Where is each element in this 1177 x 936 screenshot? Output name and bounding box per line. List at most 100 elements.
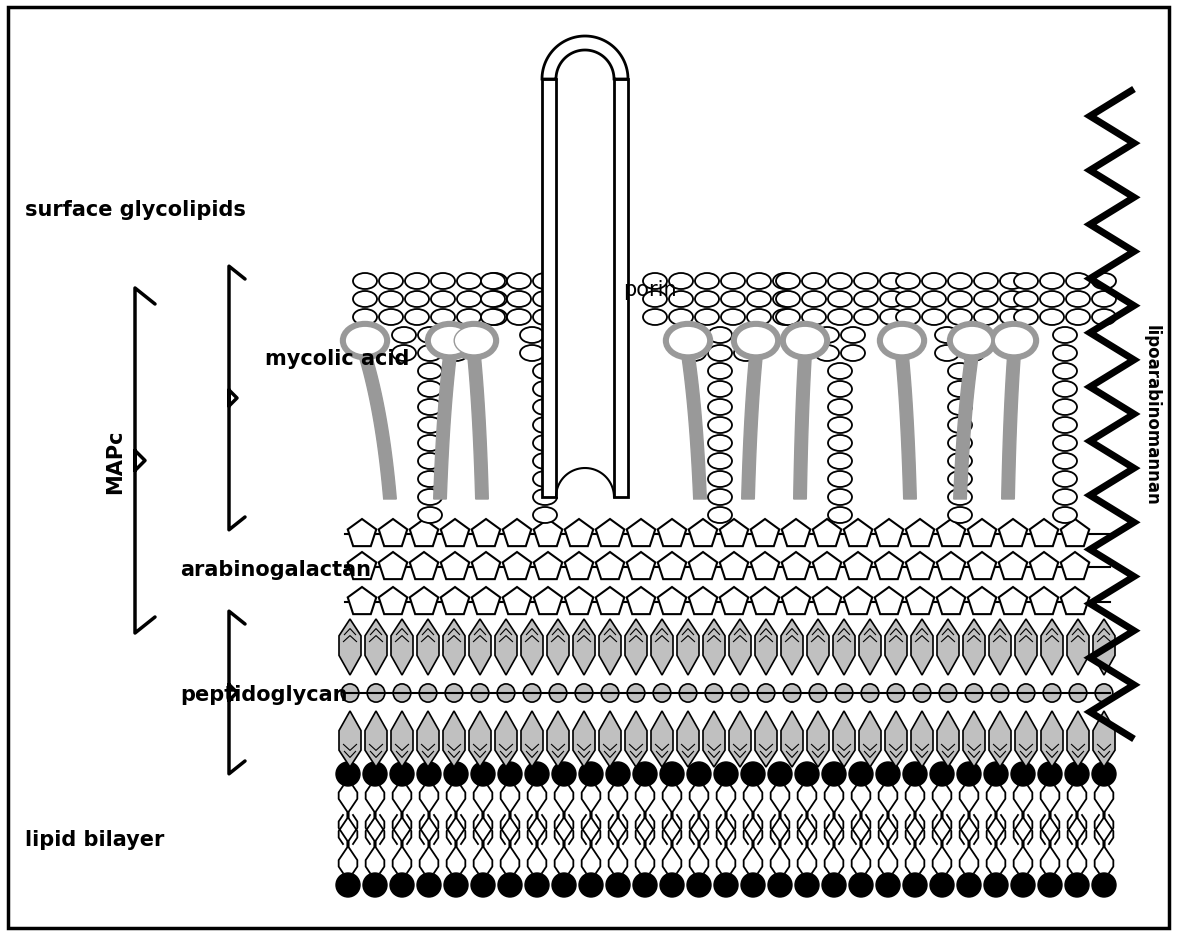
Ellipse shape [935,328,959,344]
Ellipse shape [1000,310,1024,326]
Ellipse shape [1015,310,1038,326]
Polygon shape [1030,588,1058,614]
Ellipse shape [585,273,609,289]
Ellipse shape [709,435,732,451]
Ellipse shape [947,400,972,416]
Ellipse shape [694,273,719,289]
Circle shape [660,762,684,786]
Polygon shape [440,519,470,547]
Ellipse shape [585,292,609,308]
Ellipse shape [935,345,959,361]
Ellipse shape [975,292,998,308]
Ellipse shape [814,345,839,361]
Circle shape [876,873,900,897]
Polygon shape [391,711,413,768]
Ellipse shape [1066,292,1090,308]
Polygon shape [719,552,749,579]
Ellipse shape [965,684,983,702]
Polygon shape [807,620,829,675]
Ellipse shape [533,435,557,451]
Ellipse shape [418,328,443,344]
Ellipse shape [827,490,852,505]
Circle shape [1038,873,1062,897]
Ellipse shape [990,323,1038,359]
Ellipse shape [827,454,852,470]
Ellipse shape [353,292,377,308]
Ellipse shape [533,454,557,470]
Ellipse shape [405,292,428,308]
Ellipse shape [709,472,732,488]
Bar [556,80,614,497]
Ellipse shape [694,310,719,326]
Polygon shape [751,588,779,614]
Ellipse shape [379,292,403,308]
Polygon shape [999,552,1028,579]
Polygon shape [1030,552,1058,579]
Polygon shape [906,588,935,614]
Polygon shape [885,711,907,768]
Polygon shape [626,552,656,579]
Polygon shape [782,711,803,768]
Ellipse shape [705,684,723,702]
Ellipse shape [709,507,732,523]
Ellipse shape [353,310,377,326]
Ellipse shape [922,273,946,289]
Ellipse shape [827,417,852,433]
Circle shape [822,762,846,786]
Ellipse shape [827,507,852,523]
Polygon shape [533,552,563,579]
Ellipse shape [855,292,878,308]
Circle shape [444,762,468,786]
Polygon shape [443,620,465,675]
Ellipse shape [896,292,920,308]
Polygon shape [813,552,842,579]
Polygon shape [625,711,647,768]
Ellipse shape [643,292,667,308]
Ellipse shape [471,684,488,702]
Circle shape [714,762,738,786]
Polygon shape [719,588,749,614]
Ellipse shape [731,684,749,702]
Circle shape [930,762,955,786]
Polygon shape [626,519,656,547]
Polygon shape [875,519,903,547]
Ellipse shape [546,345,570,361]
Text: MAPc: MAPc [105,429,125,493]
Ellipse shape [392,328,415,344]
Polygon shape [1068,620,1089,675]
Polygon shape [782,552,810,579]
Circle shape [714,873,738,897]
Polygon shape [833,711,855,768]
Polygon shape [911,711,933,768]
Ellipse shape [842,328,865,344]
Ellipse shape [353,273,377,289]
Ellipse shape [643,273,667,289]
Polygon shape [433,356,457,500]
Ellipse shape [418,382,443,398]
Polygon shape [896,356,917,500]
Ellipse shape [1040,310,1064,326]
Polygon shape [391,620,413,675]
Circle shape [335,873,360,897]
Polygon shape [565,519,593,547]
Ellipse shape [669,273,693,289]
Polygon shape [573,711,596,768]
Ellipse shape [533,273,557,289]
Ellipse shape [773,292,797,308]
Ellipse shape [431,292,455,308]
Ellipse shape [483,292,507,308]
Polygon shape [937,711,959,768]
Polygon shape [906,519,935,547]
Ellipse shape [418,507,443,523]
Polygon shape [911,620,933,675]
Ellipse shape [810,684,826,702]
Circle shape [742,762,765,786]
Ellipse shape [520,345,544,361]
Ellipse shape [431,310,455,326]
Polygon shape [754,711,777,768]
Ellipse shape [546,328,570,344]
Text: peptidoglycan: peptidoglycan [180,684,347,704]
Ellipse shape [896,310,920,326]
Ellipse shape [1000,292,1024,308]
Ellipse shape [785,327,825,356]
